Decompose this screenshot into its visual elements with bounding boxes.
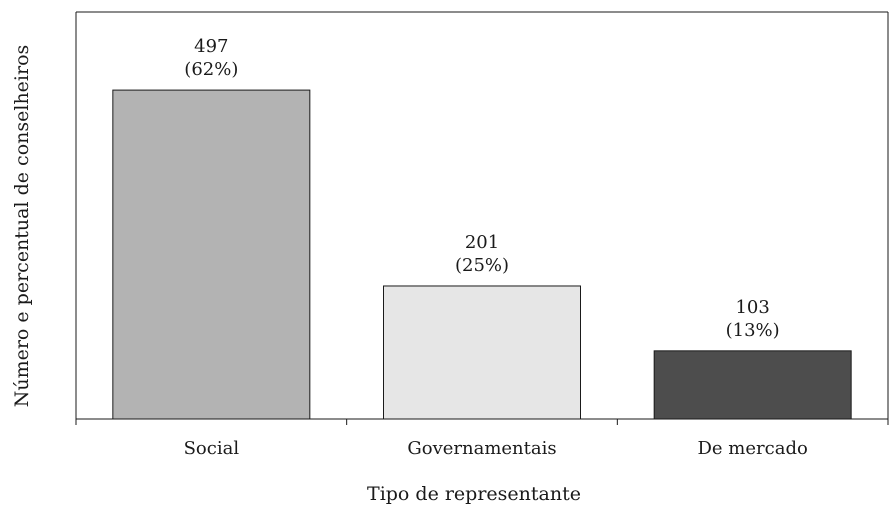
bar-2 <box>383 285 581 420</box>
bar-percent-label: (62%) <box>184 59 238 80</box>
x-tick-label: Social <box>184 438 240 459</box>
y-axis-title: Número e percentual de conselheiros <box>11 45 33 408</box>
x-tick-label: De mercado <box>698 438 808 459</box>
bar-value-label: 201 <box>465 232 499 253</box>
x-tick-label: Governamentais <box>407 438 556 459</box>
x-axis-title: Tipo de representante <box>367 483 581 505</box>
x-ticks-layer: Social Governamentais De mercado <box>75 419 889 459</box>
bar-percent-label: (13%) <box>726 320 780 341</box>
bar-1 <box>112 89 311 420</box>
bar-3 <box>653 350 852 420</box>
bar-percent-label: (25%) <box>455 255 509 276</box>
bars-layer <box>112 89 852 420</box>
bar-value-label: 103 <box>735 297 769 318</box>
bar-value-label: 497 <box>194 36 228 57</box>
data-labels-layer: 497(62%) 201(25%) 103(13%) <box>184 36 779 341</box>
